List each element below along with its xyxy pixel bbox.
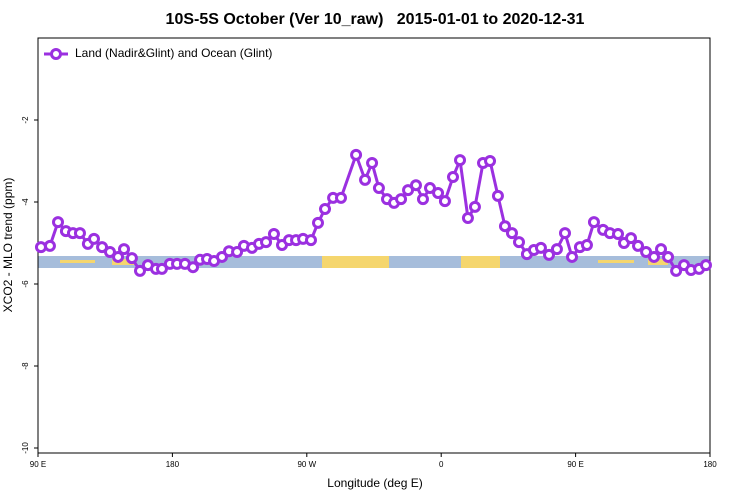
data-point (534, 241, 547, 254)
x-tick-label: 90 E (30, 460, 46, 469)
data-point (662, 250, 675, 263)
data-point (304, 234, 317, 247)
data-point (103, 246, 116, 259)
chart-title: 10S-5S October (Ver 10_raw) 2015-01-01 t… (166, 11, 585, 28)
data-point (409, 179, 422, 192)
x-tick-label: 180 (166, 460, 180, 469)
legend-marker (50, 48, 62, 60)
data-point (231, 246, 244, 259)
y-axis-label: XCO2 - MLO trend (ppm) (1, 178, 15, 313)
data-point (543, 248, 556, 261)
data-point (558, 227, 571, 240)
data-point (366, 157, 379, 170)
data-point (424, 182, 436, 195)
data-point (187, 261, 200, 274)
data-point (468, 200, 481, 213)
data-point (73, 227, 86, 240)
data-point (52, 216, 65, 229)
data-point (125, 252, 138, 265)
plot-frame (37, 37, 711, 454)
data-point (432, 186, 445, 199)
y-tick-label: -10 (21, 442, 30, 454)
data-point (498, 220, 511, 233)
data-line (40, 153, 707, 273)
data-point (580, 239, 593, 252)
data-point (334, 191, 347, 204)
data-point (632, 239, 645, 252)
data-point (625, 232, 638, 245)
data-point (699, 259, 712, 272)
x-axis-label: Longitude (deg E) (327, 476, 422, 490)
y-tick-label: -4 (21, 198, 30, 206)
data-point (505, 227, 518, 240)
data-point (513, 236, 526, 249)
data-point (484, 155, 497, 167)
data-point (648, 250, 660, 263)
x-tick-label: 0 (439, 460, 444, 469)
data-point (133, 264, 146, 277)
data-point (359, 173, 372, 186)
land-band (598, 260, 634, 263)
data-point (350, 148, 363, 161)
data-point (612, 227, 625, 240)
y-tick-label: -2 (21, 116, 30, 124)
data-point (88, 232, 100, 245)
y-tick-label: -6 (21, 280, 30, 288)
data-point (118, 243, 131, 256)
data-point (550, 243, 563, 256)
data-point (43, 239, 56, 252)
data-point (491, 189, 504, 202)
data-point (416, 193, 429, 206)
land-band (461, 256, 500, 268)
data-point (454, 154, 467, 167)
data-point (670, 264, 683, 277)
data-point (112, 250, 125, 263)
x-tick-label: 180 (703, 460, 717, 469)
land-band (322, 256, 389, 268)
data-point (312, 216, 324, 229)
data-point (260, 236, 273, 249)
data-point (566, 250, 579, 263)
data-point (438, 195, 451, 208)
data-point (395, 193, 408, 206)
data-point (267, 227, 280, 240)
data-point (587, 216, 600, 229)
data-point (461, 211, 474, 224)
legend-label: Land (Nadir&Glint) and Ocean (Glint) (75, 46, 272, 60)
data-point (319, 202, 332, 215)
data-point (446, 170, 459, 183)
x-tick-label: 90 E (567, 460, 583, 469)
x-tick-label: 90 W (297, 460, 316, 469)
data-point (655, 243, 668, 256)
y-tick-label: -8 (21, 362, 30, 370)
land-band (648, 259, 668, 265)
data-point (372, 182, 385, 195)
land-band (60, 260, 95, 263)
land-band (112, 259, 134, 265)
